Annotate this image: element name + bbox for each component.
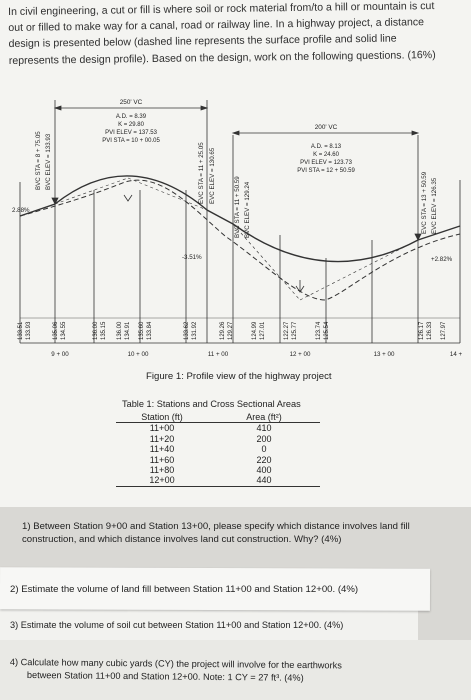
station-label: 14 +: [450, 351, 463, 358]
elevation-value: 124.99: [252, 321, 258, 340]
station-cell: 11+20: [149, 433, 175, 444]
areas-table: Station (ft) Area (ft²) 11+00 410 11+20 20…: [116, 412, 320, 487]
station-cell: 11+40: [149, 444, 175, 455]
evc-sta-1: EVC STA = 11 + 25.05: [198, 142, 205, 204]
bvc-sta-1: BVC STA = 8 + 75.05: [35, 131, 42, 190]
table-header-row: Station (ft) Area (ft²): [116, 412, 320, 424]
table-row: 11+60 220: [116, 455, 320, 465]
elevation-value: 133.84: [147, 321, 153, 340]
area-cell: 440: [208, 475, 320, 487]
bvc-elev-2: BVC ELEV = 129.24: [244, 181, 251, 238]
station-label: 11 + 00: [208, 351, 229, 358]
question-1: 1) Between Station 9+00 and Station 13+0…: [22, 521, 410, 545]
station-cell: 11+80: [149, 465, 175, 476]
elevation-value: 123.74: [316, 321, 322, 340]
elevation-value: 133.62: [184, 321, 190, 340]
elevation-band: 133.51 133.93 135.06 134.55 136.00 135.15 136.…: [18, 321, 447, 340]
elevation-value: 135.60: [139, 321, 145, 340]
grade-3: +2.82%: [431, 256, 453, 263]
elevation-value: 134.55: [61, 321, 67, 340]
elevation-value: 136.00: [117, 321, 123, 340]
station-labels: 9 + 00 10 + 00 11 + 00 12 + 00 13 + 00 14 +: [51, 351, 462, 358]
elevation-value: 133.51: [18, 321, 24, 340]
grade-2: -3.51%: [182, 254, 202, 261]
elevation-value: 126.17: [419, 321, 425, 340]
table-title: Table 1: Stations and Cross Sectional Ar…: [122, 399, 301, 409]
elevation-value: 122.27: [284, 321, 290, 340]
elevation-value: 133.93: [26, 321, 32, 340]
grade-1: 2.88%: [12, 207, 30, 214]
col-header-area: Area (ft²): [208, 412, 320, 424]
station-label: 13 + 00: [374, 351, 395, 358]
elevation-value: 126.33: [427, 321, 433, 340]
elevation-value: 129.26: [220, 321, 226, 340]
elevation-value: 136.00: [93, 321, 99, 340]
area-cell: 220: [256, 454, 272, 465]
station-cell: 11+00: [149, 423, 175, 434]
curve1-pvi-elev: PVI ELEV = 137.53: [105, 130, 158, 136]
station-cell: 11+60: [149, 454, 175, 465]
profile-figure: 250' VC A.D. = 8.39 K = 29.80 PVI ELEV =…: [12, 99, 462, 358]
elevation-value: 125.54: [324, 321, 330, 340]
figure-caption: Figure 1: Profile view of the highway pr…: [146, 371, 332, 382]
table-row: 11+20 200: [116, 434, 320, 444]
curve1-pvi-sta: PVI STA = 10 + 00.05: [102, 138, 160, 144]
evc-elev-1: EVC ELEV = 130.65: [209, 147, 216, 204]
curve1-title: 250' VC: [120, 99, 143, 106]
curve1-k: K = 29.80: [118, 122, 145, 128]
curve2-pvi-elev: PVI ELEV = 123.73: [300, 160, 353, 166]
table-row: 12+00 440: [116, 475, 320, 487]
question-4-strip: [0, 640, 471, 700]
question-2: 2) Estimate the volume of land fill betw…: [10, 584, 359, 595]
area-cell: 400: [256, 465, 272, 476]
evc-sta-2: EVC STA = 13 + 50.59: [421, 171, 428, 234]
station-label: 9 + 00: [51, 351, 69, 358]
curve2-pvi-sta: PVI STA = 12 + 50.59: [297, 168, 355, 174]
station-label: 12 + 00: [290, 351, 311, 358]
elevation-value: 131.92: [192, 321, 198, 340]
curve1-ad: A.D. = 8.39: [116, 114, 147, 120]
table-row: 11+00 410: [116, 423, 320, 434]
station-label: 10 + 00: [128, 351, 149, 358]
station-cell: 12+00: [116, 475, 208, 487]
question-3: 3) Estimate the volume of soil cut betwe…: [10, 620, 344, 630]
area-cell: 410: [256, 423, 272, 434]
elevation-value: 135.15: [101, 321, 107, 340]
col-header-station: Station (ft): [116, 412, 208, 424]
curve2-title: 200' VC: [315, 124, 338, 131]
evc-elev-2: EVC ELEV = 126.35: [431, 177, 438, 234]
area-cell: 0: [261, 444, 267, 455]
elevation-value: 127.01: [260, 321, 266, 340]
elevation-value: 129.27: [228, 321, 234, 340]
question-3-strip: [0, 608, 418, 640]
elevation-value: 135.06: [53, 321, 59, 340]
table-row: 11+80 400: [116, 465, 320, 475]
elevation-value: 127.97: [441, 321, 447, 340]
bvc-sta-2: BVC STA = 11 + 50.59: [234, 176, 241, 238]
elevation-value: 125.77: [292, 321, 298, 340]
table-row: 11+40 0: [116, 444, 320, 454]
bvc-elev-1: BVC ELEV = 133.93: [45, 133, 52, 190]
curve2-k: K = 24.60: [313, 152, 340, 158]
curve2-ad: A.D. = 8.13: [311, 144, 342, 150]
area-cell: 200: [256, 433, 272, 444]
elevation-value: 134.91: [125, 321, 131, 340]
